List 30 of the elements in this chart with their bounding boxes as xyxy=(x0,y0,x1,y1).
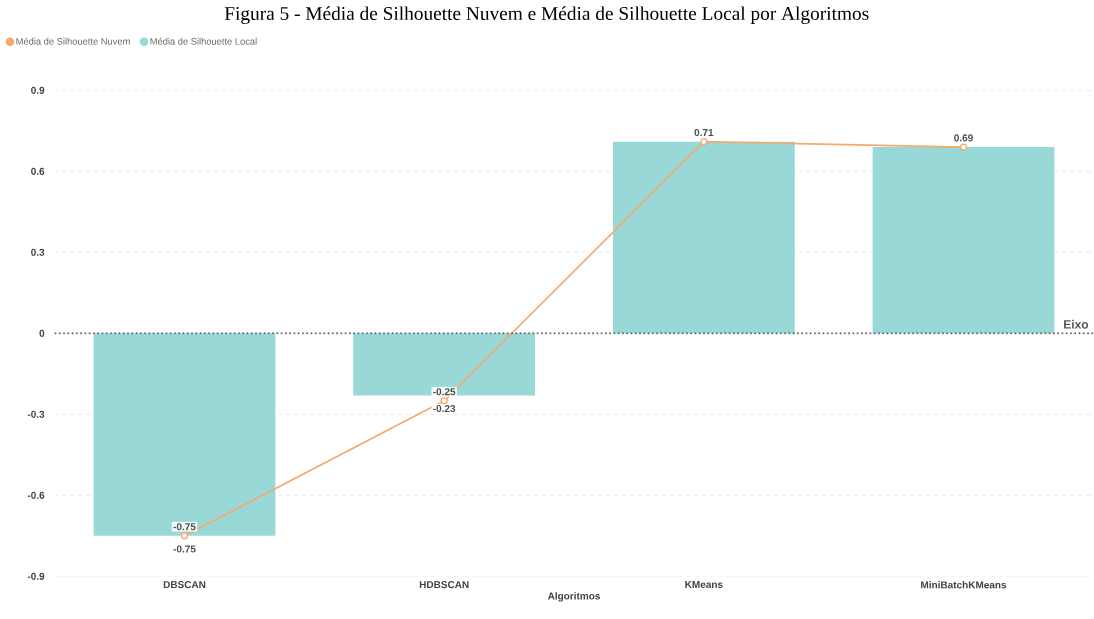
bar xyxy=(872,147,1055,334)
y-tick-label: -0.3 xyxy=(27,410,45,418)
data-label: -0.75 xyxy=(173,545,196,553)
y-tick-label: -0.6 xyxy=(27,491,45,499)
y-tick-label: 0.9 xyxy=(31,86,45,94)
legend-label: Média de Silhouette Local xyxy=(150,37,257,45)
x-tick-label: HDBSCAN xyxy=(419,581,469,589)
y-tick-label: 0.6 xyxy=(31,167,45,175)
x-tick-label: MiniBatchKMeans xyxy=(921,581,1007,589)
data-label: 0.71 xyxy=(694,128,714,137)
point xyxy=(440,397,448,405)
data-label: 0.69 xyxy=(954,134,973,142)
point xyxy=(700,138,708,146)
data-label: -0.75 xyxy=(173,523,196,531)
y-tick-label: -0.9 xyxy=(27,572,45,580)
y-tick-label: 0.3 xyxy=(31,248,45,256)
y-tick-label: 0 xyxy=(39,329,45,337)
chart-title: Figura 5 - Média de Silhouette Nuvem e Média de Silhouette Local por Algoritmos xyxy=(224,6,869,24)
x-tick-label: KMeans xyxy=(685,581,723,589)
x-tick-label: DBSCAN xyxy=(163,581,206,589)
data-label: -0.23 xyxy=(433,405,456,413)
x-axis-title: Algoritmos xyxy=(547,592,600,602)
data-label: -0.25 xyxy=(433,388,456,396)
point xyxy=(180,532,189,540)
bar xyxy=(353,333,536,396)
bar xyxy=(93,333,276,536)
legend-label: Média de Silhouette Nuvem xyxy=(16,37,130,45)
ref-line-label: Eixo xyxy=(1064,319,1089,329)
point xyxy=(959,143,968,151)
bar xyxy=(612,141,795,334)
